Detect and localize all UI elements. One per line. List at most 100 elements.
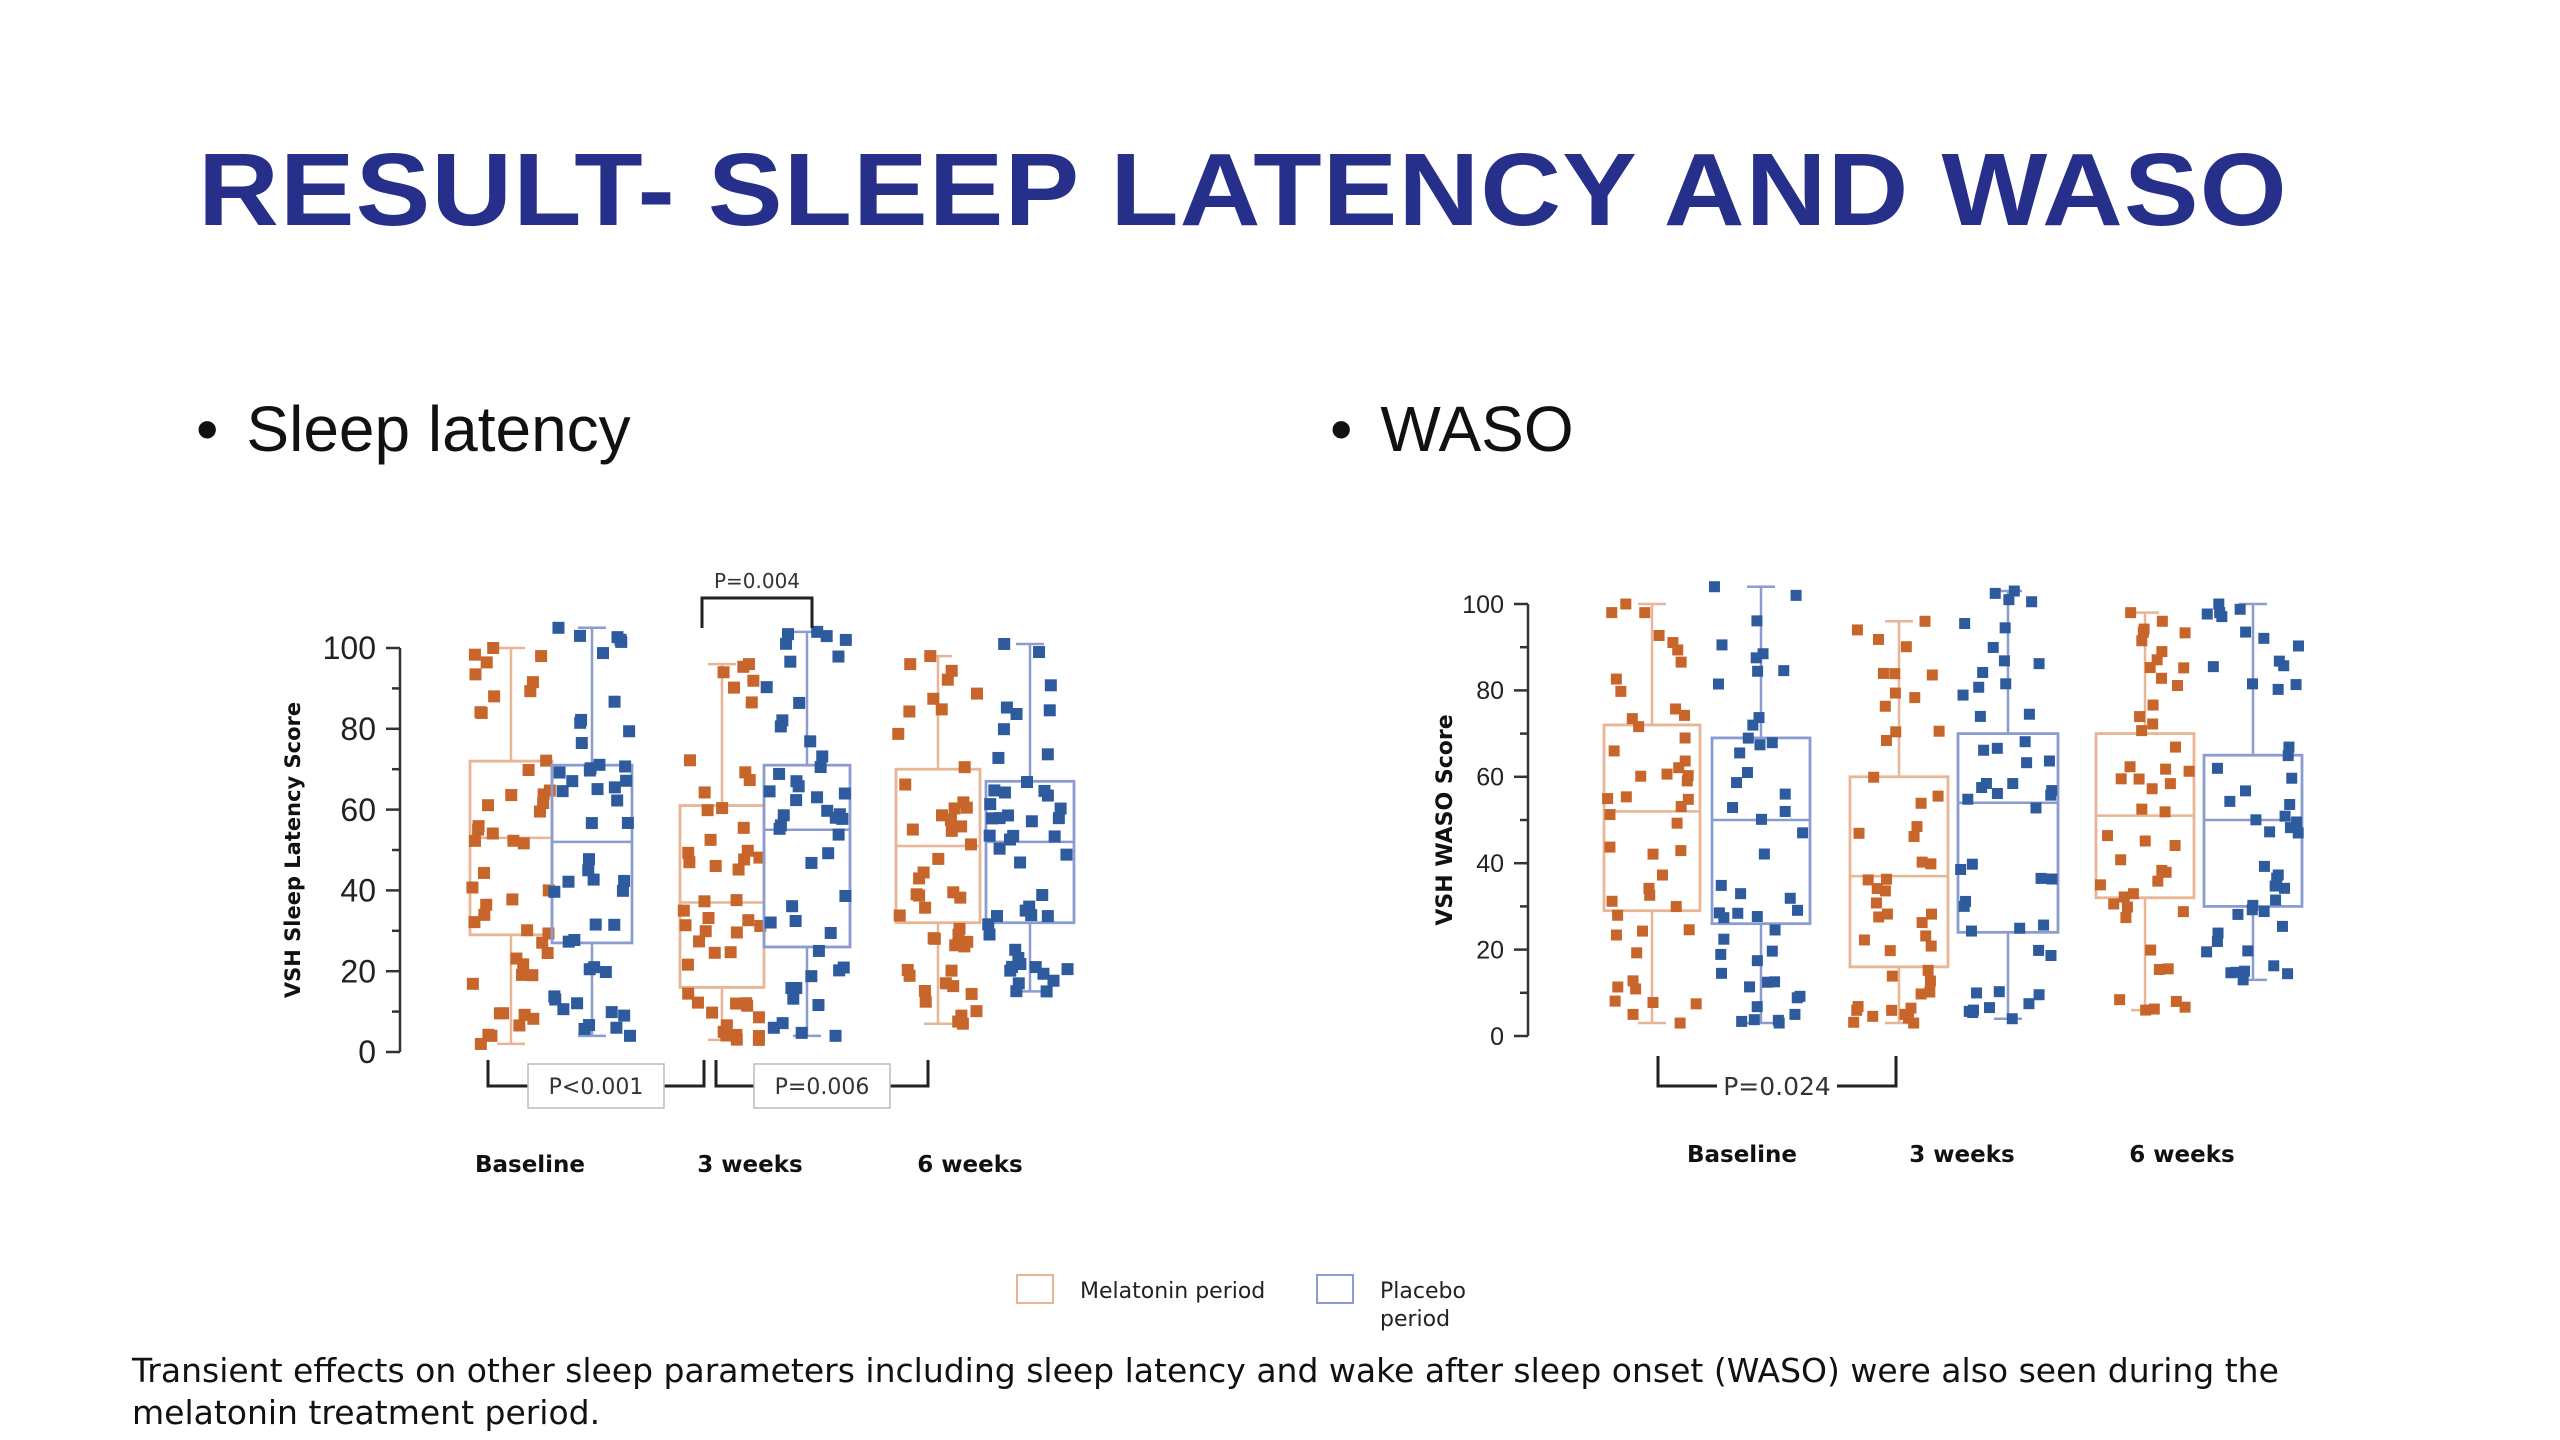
- data-point: [1653, 629, 1665, 641]
- data-point: [1667, 637, 1679, 649]
- data-point: [717, 666, 730, 679]
- data-point: [482, 799, 495, 812]
- data-point: [623, 1029, 636, 1042]
- data-point: [1993, 986, 2005, 998]
- waso-y-tick-label: 40: [1476, 850, 1504, 878]
- data-point: [505, 789, 518, 802]
- data-point: [1037, 967, 1050, 980]
- data-point: [1916, 917, 1928, 929]
- data-point: [958, 761, 971, 774]
- bullet-sleep-latency-label: Sleep latency: [246, 393, 631, 465]
- data-point: [724, 946, 737, 959]
- data-point: [1924, 986, 1936, 998]
- data-point: [1915, 988, 1927, 1000]
- footer-text: Transient effects on other sleep paramet…: [132, 1351, 2279, 1432]
- data-point: [466, 977, 479, 990]
- data-point: [698, 895, 711, 908]
- data-point: [2201, 946, 2213, 958]
- data-point: [1797, 827, 1809, 839]
- legend: Melatonin period Placebo period: [1016, 1272, 1616, 1342]
- bullet-dot-icon: •: [196, 393, 219, 465]
- data-point: [1014, 957, 1027, 970]
- waso-box-melatonin-1: [1848, 615, 1950, 1029]
- data-point: [1922, 964, 1934, 976]
- iqr-box: [762, 763, 852, 949]
- data-point: [732, 863, 745, 876]
- data-point: [596, 647, 609, 660]
- data-point: [1766, 945, 1778, 957]
- data-point: [2125, 607, 2137, 619]
- data-point: [2026, 596, 2038, 608]
- data-point: [2270, 894, 2282, 906]
- data-point: [904, 658, 917, 671]
- data-point: [1881, 873, 1893, 885]
- data-point: [549, 993, 562, 1006]
- data-point: [2282, 968, 2294, 980]
- sleep-latency-sig-baseline-3w-label-box: [527, 1063, 665, 1109]
- data-point: [2292, 827, 2304, 839]
- data-point: [784, 655, 797, 668]
- data-point: [513, 1019, 526, 1032]
- data-point: [1932, 790, 1944, 802]
- data-point: [716, 802, 729, 815]
- data-point: [1716, 639, 1728, 651]
- data-point: [1002, 809, 1015, 822]
- data-point: [1862, 874, 1874, 886]
- data-point: [774, 819, 787, 832]
- waso-box-placebo-1: [1955, 585, 2060, 1025]
- data-point: [1905, 1002, 1917, 1014]
- data-point: [1957, 689, 1969, 701]
- data-point: [2224, 795, 2236, 807]
- data-point: [1604, 809, 1616, 821]
- data-point: [507, 834, 520, 847]
- data-point: [1000, 701, 1013, 714]
- data-point: [615, 635, 628, 648]
- data-point: [521, 924, 534, 937]
- data-point: [1670, 901, 1682, 913]
- data-point: [1054, 802, 1067, 815]
- data-point: [1925, 940, 1937, 952]
- data-point: [618, 1009, 631, 1022]
- data-point: [1609, 995, 1621, 1007]
- data-point: [945, 964, 958, 977]
- data-point: [1880, 734, 1892, 746]
- data-point: [965, 987, 978, 1000]
- data-point: [730, 926, 743, 939]
- data-point: [984, 798, 997, 811]
- data-point: [1881, 908, 1893, 920]
- data-point: [777, 809, 790, 822]
- data-point: [2121, 901, 2133, 913]
- data-point: [804, 735, 817, 748]
- data-point: [1736, 1015, 1748, 1027]
- data-point: [2272, 683, 2284, 695]
- data-point: [699, 925, 712, 938]
- data-point: [838, 787, 851, 800]
- data-point: [1633, 721, 1645, 733]
- data-point: [1672, 644, 1684, 656]
- data-point: [1753, 712, 1765, 724]
- data-point: [702, 912, 715, 925]
- data-point: [1751, 911, 1763, 923]
- data-point: [2014, 922, 2026, 934]
- data-point: [2283, 741, 2295, 753]
- waso-x-category-label: Baseline: [1687, 1142, 1797, 1168]
- data-point: [773, 767, 786, 780]
- data-point: [478, 908, 491, 921]
- data-point: [691, 996, 704, 1009]
- data-point: [2160, 866, 2172, 878]
- data-point: [575, 737, 588, 750]
- data-point: [1966, 858, 1978, 870]
- sleep-latency-sig-3w-pair: P=0.004: [700, 569, 814, 628]
- data-point: [1741, 767, 1753, 779]
- data-point: [738, 853, 751, 866]
- sleep-latency-x-category-label: 6 weeks: [917, 1152, 1022, 1178]
- data-point: [1727, 802, 1739, 814]
- data-point: [2170, 741, 2182, 753]
- data-point: [1627, 975, 1639, 987]
- data-point: [2211, 762, 2223, 774]
- data-point: [1779, 788, 1791, 800]
- data-point: [1747, 719, 1759, 731]
- data-point: [593, 758, 606, 771]
- data-point: [536, 936, 549, 949]
